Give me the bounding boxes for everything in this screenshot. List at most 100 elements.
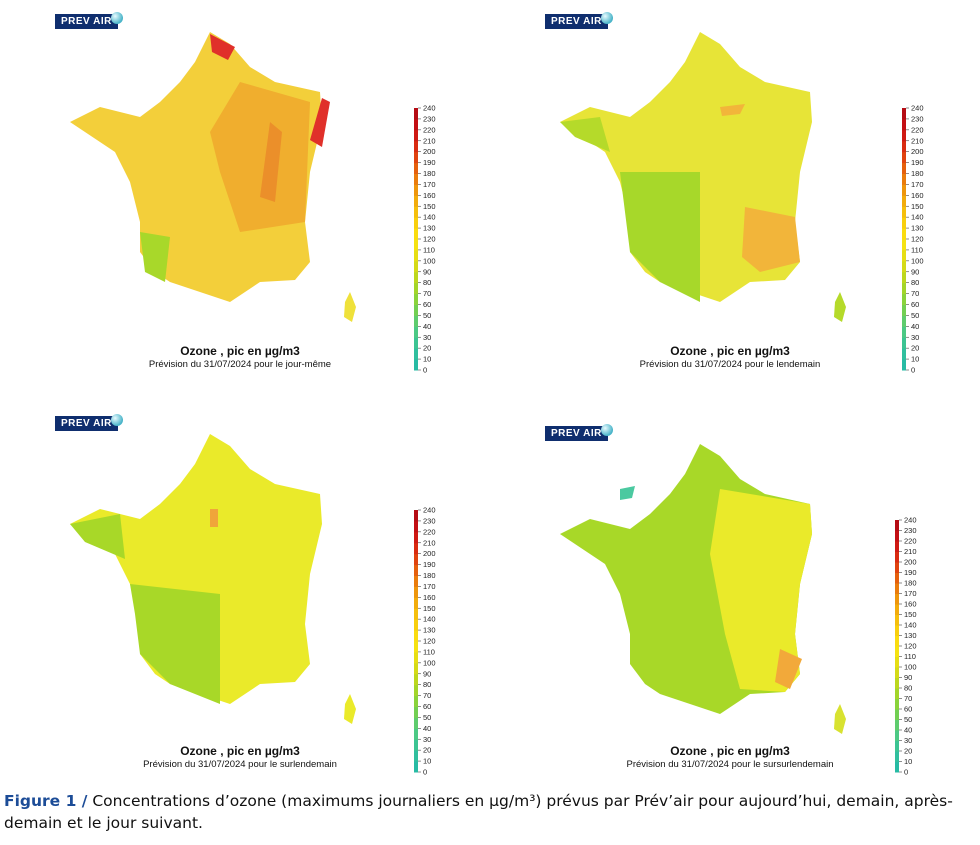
scale-tick-label: 80 bbox=[423, 278, 431, 287]
scale-segment bbox=[895, 530, 899, 542]
scale-segment bbox=[414, 662, 418, 675]
scale-segment bbox=[902, 271, 906, 284]
scale-tick-label: 40 bbox=[423, 322, 431, 331]
scale-tick-label: 220 bbox=[423, 527, 436, 536]
scale-tick-label: 20 bbox=[423, 344, 431, 353]
scale-segment bbox=[414, 239, 418, 251]
scale-tick-label: 110 bbox=[423, 245, 435, 254]
scale-segment bbox=[414, 184, 418, 196]
ozone-zone-orange bbox=[775, 649, 802, 689]
scale-segment bbox=[902, 206, 906, 218]
scale-segment bbox=[902, 326, 906, 338]
scale-segment bbox=[902, 173, 906, 185]
ozone-zone-green bbox=[560, 117, 610, 152]
scale-segment bbox=[414, 206, 418, 218]
scale-segment bbox=[414, 118, 418, 131]
scale-tick-label: 140 bbox=[423, 213, 436, 222]
scale-tick-label: 160 bbox=[423, 593, 436, 602]
scale-tick-label: 0 bbox=[423, 768, 427, 777]
ozone-zone-orange bbox=[210, 82, 310, 232]
scale-segment bbox=[414, 564, 418, 576]
scale-segment bbox=[895, 614, 899, 626]
scale-tick-label: 60 bbox=[423, 702, 431, 711]
map-title: Ozone , pic en µg/m3 bbox=[180, 744, 300, 758]
scale-tick-label: 60 bbox=[904, 705, 912, 714]
scale-segment bbox=[895, 688, 899, 699]
scale-segment bbox=[895, 572, 899, 584]
scale-segment bbox=[414, 293, 418, 305]
ozone-zone-high bbox=[310, 98, 330, 147]
scale-segment bbox=[414, 728, 418, 740]
scale-tick-label: 120 bbox=[911, 235, 924, 244]
scale-tick-label: 40 bbox=[911, 322, 919, 331]
scale-tick-label: 100 bbox=[423, 256, 436, 265]
scale-tick-label: 110 bbox=[911, 245, 923, 254]
scale-segment bbox=[414, 750, 418, 762]
scale-tick-label: 0 bbox=[904, 768, 908, 777]
scale-segment bbox=[414, 630, 418, 642]
scale-tick-label: 190 bbox=[423, 560, 436, 569]
scale-tick-label: 10 bbox=[904, 757, 912, 766]
scale-tick-label: 130 bbox=[423, 626, 436, 635]
scale-tick-label: 30 bbox=[423, 735, 431, 744]
scale-tick-label: 120 bbox=[423, 637, 436, 646]
scale-segment bbox=[414, 761, 418, 773]
caption-text: Concentrations d’ozone (maximums journal… bbox=[4, 792, 953, 832]
scale-segment bbox=[414, 304, 418, 316]
scale-segment bbox=[895, 719, 899, 731]
scale-segment bbox=[902, 118, 906, 131]
scale-tick-label: 50 bbox=[911, 311, 919, 320]
scale-tick-label: 20 bbox=[911, 344, 919, 353]
scale-segment bbox=[895, 751, 899, 762]
scale-segment bbox=[414, 739, 418, 751]
scale-segment bbox=[895, 656, 899, 668]
scale-tick-label: 230 bbox=[911, 114, 924, 123]
scale-segment bbox=[414, 641, 418, 653]
scale-tick-label: 180 bbox=[423, 169, 436, 178]
scale-segment bbox=[414, 619, 418, 631]
scale-tick-label: 150 bbox=[423, 202, 436, 211]
scale-tick-label: 80 bbox=[911, 278, 919, 287]
scale-tick-label: 110 bbox=[904, 652, 916, 661]
scale-tick-label: 100 bbox=[904, 663, 917, 672]
france-ozone-map bbox=[560, 444, 846, 734]
scale-tick-label: 130 bbox=[423, 224, 436, 233]
scale-segment bbox=[902, 140, 906, 153]
scale-segment bbox=[414, 151, 418, 164]
prevair-logo: PREV AIR bbox=[545, 14, 608, 29]
scale-segment bbox=[895, 593, 899, 605]
scale-segment bbox=[414, 348, 418, 360]
scale-tick-label: 80 bbox=[904, 684, 912, 693]
scale-segment bbox=[902, 129, 906, 142]
scale-segment bbox=[895, 677, 899, 689]
scale-segment bbox=[902, 260, 906, 273]
scale-tick-label: 70 bbox=[911, 289, 919, 298]
scale-tick-label: 150 bbox=[904, 610, 917, 619]
scale-segment bbox=[902, 359, 906, 371]
scale-tick-label: 120 bbox=[423, 235, 436, 244]
ozone-zone-orange bbox=[742, 207, 800, 272]
scale-segment bbox=[902, 315, 906, 327]
scale-segment bbox=[414, 195, 418, 207]
corsica bbox=[344, 694, 356, 724]
prevair-logo: PREV AIR bbox=[55, 416, 118, 431]
scale-tick-label: 70 bbox=[423, 691, 431, 700]
caption-label: Figure 1 / bbox=[4, 792, 88, 810]
scale-segment bbox=[414, 684, 418, 697]
scale-tick-label: 30 bbox=[423, 333, 431, 342]
scale-tick-label: 40 bbox=[904, 726, 912, 735]
map-subtitle: Prévision du 31/07/2024 pour le sursurle… bbox=[626, 759, 834, 770]
scale-tick-label: 90 bbox=[423, 267, 431, 276]
ozone-zone-high bbox=[210, 34, 235, 60]
map-subtitle: Prévision du 31/07/2024 pour le lendemai… bbox=[639, 359, 821, 370]
scale-tick-label: 160 bbox=[423, 191, 436, 200]
scale-tick-label: 170 bbox=[911, 180, 924, 189]
scale-tick-label: 80 bbox=[423, 680, 431, 689]
scale-tick-label: 50 bbox=[904, 715, 912, 724]
scale-tick-label: 90 bbox=[904, 673, 912, 682]
scale-segment bbox=[902, 228, 906, 240]
scale-tick-label: 50 bbox=[423, 713, 431, 722]
scale-tick-label: 180 bbox=[904, 579, 917, 588]
scale-segment bbox=[902, 184, 906, 196]
